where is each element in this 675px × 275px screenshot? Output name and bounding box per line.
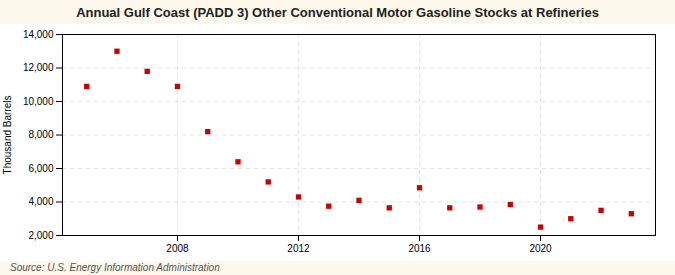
- html-text:Source: U.S. Energy Informatio: Source: U.S. Energy Information Administ…: [10, 262, 220, 273]
- svg-text:2016: 2016: [408, 243, 431, 254]
- svg-text:Thousand Barrels: Thousand Barrels: [2, 96, 13, 175]
- html-text:Annual Gulf Coast (PADD 3) Oth: Annual Gulf Coast (PADD 3) Other Convent…: [76, 5, 599, 20]
- svg-text:12,000: 12,000: [23, 62, 54, 73]
- svg-text:8,000: 8,000: [28, 129, 53, 140]
- svg-text:6,000: 6,000: [28, 163, 53, 174]
- svg-text:14,000: 14,000: [23, 29, 54, 40]
- svg-text:2012: 2012: [287, 243, 310, 254]
- svg-text:2008: 2008: [166, 243, 189, 254]
- svg-text:2020: 2020: [529, 243, 552, 254]
- svg-text:10,000: 10,000: [23, 96, 54, 107]
- svg-text:4,000: 4,000: [28, 196, 53, 207]
- svg-text:2,000: 2,000: [28, 230, 53, 241]
